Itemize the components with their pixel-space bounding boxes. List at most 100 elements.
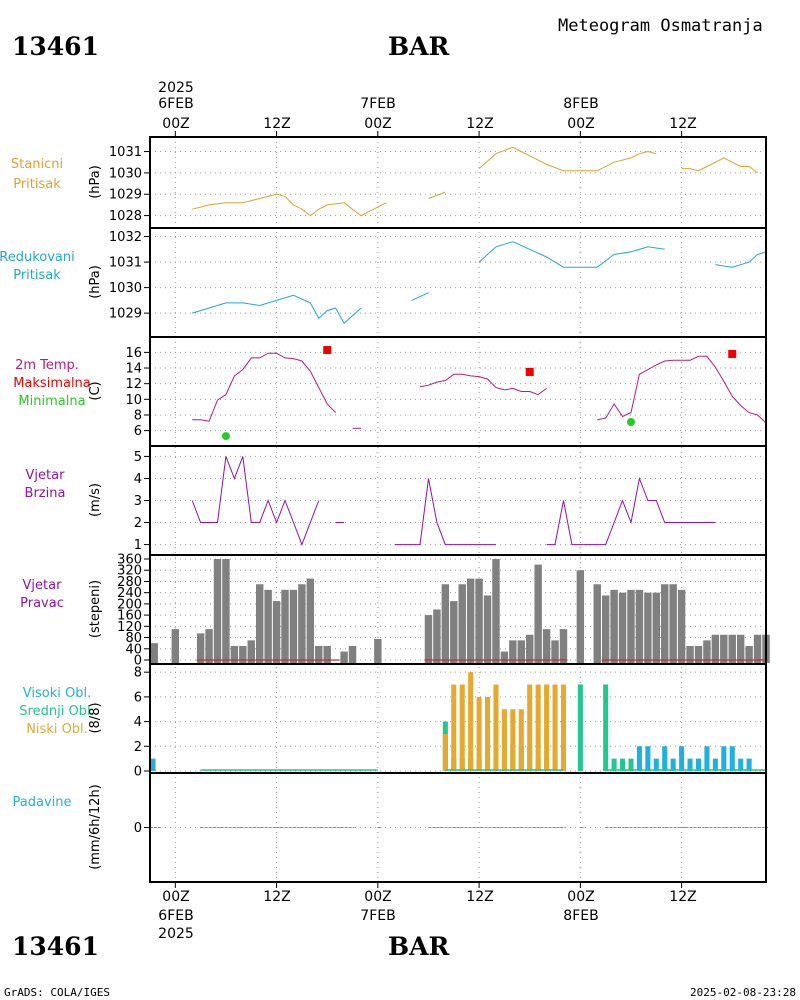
pravac-bar-18 xyxy=(340,651,348,663)
panel-frame-oblaci xyxy=(149,663,767,774)
visoki-obl-bar-6 xyxy=(679,746,685,771)
unit-redukovani: (hPa) xyxy=(88,265,103,299)
visoki-obl-bar-11 xyxy=(721,746,727,771)
brzina-ytick-label-1: 2 xyxy=(134,516,142,531)
niski-obl-bar-8 xyxy=(510,709,516,771)
pravac-bar-20 xyxy=(374,638,382,663)
maks-marker-0 xyxy=(323,346,332,355)
pravac-bar-30 xyxy=(500,651,509,663)
visoki-obl-bar-7 xyxy=(687,758,693,771)
pravac-ytick-label-9: 360 xyxy=(117,553,142,568)
temp-ytick-label-1: 8 xyxy=(134,408,142,423)
credit-text: GrADS: COLA/IGES xyxy=(4,986,110,999)
srednji-obl-bar-18 xyxy=(628,758,634,771)
pravac-bar-21 xyxy=(424,615,433,663)
padavine-ytick-label-0: 0 xyxy=(134,821,142,836)
pravac-bar-17 xyxy=(323,645,331,663)
pravac-ytick-label-2: 80 xyxy=(125,631,142,646)
temp-line-segment-2 xyxy=(419,373,547,396)
visoki-obl-bar-5 xyxy=(670,758,676,771)
visoki-obl-bar-2 xyxy=(645,746,651,771)
pravac-bar-2 xyxy=(196,633,205,663)
plot-area: 1028102910301031102910301031103268101214… xyxy=(109,131,770,888)
niski-obl-bar-2 xyxy=(459,684,465,771)
brzina-ytick-label-2: 3 xyxy=(134,494,142,509)
panel-frame-temp xyxy=(149,336,767,447)
unit-stanicni: (hPa) xyxy=(88,165,103,199)
pravac-bar-15 xyxy=(306,578,315,663)
redukovani-line-segment-0 xyxy=(192,294,362,325)
pravac-bar-4 xyxy=(213,559,222,663)
pravac-bar-40 xyxy=(601,595,610,663)
redukovani-ytick-label-2: 1031 xyxy=(109,256,142,271)
visoki-obl-bar-13 xyxy=(738,758,744,771)
pravac-bar-33 xyxy=(526,634,534,663)
stanicni-line-segment-3 xyxy=(681,157,758,174)
oblaci-ytick-label-2: 4 xyxy=(134,715,142,730)
pravac-bar-58 xyxy=(753,634,762,663)
maks-marker-1 xyxy=(525,367,534,376)
unit-brzina: (m/s) xyxy=(88,483,103,517)
unit-oblaci: (8/8) xyxy=(88,702,103,733)
pravac-bar-23 xyxy=(441,584,450,663)
pravac-bar-26 xyxy=(466,578,475,663)
niski-obl-bar-5 xyxy=(485,696,491,771)
niski-obl-bar-6 xyxy=(493,684,499,771)
visoki-obl-bar-4 xyxy=(662,746,668,771)
panel-frame-stanicni xyxy=(149,136,767,229)
label-brzina-2: Brzina xyxy=(25,486,66,501)
pravac-bar-51 xyxy=(694,645,703,663)
label-padavine: Padavine xyxy=(13,795,72,810)
pravac-bar-46 xyxy=(652,592,661,663)
stanicni-line-segment-2 xyxy=(478,146,657,172)
visoki-obl-bar-0 xyxy=(150,758,156,771)
pravac-bar-5 xyxy=(222,559,230,663)
pravac-bar-43 xyxy=(627,589,635,663)
brzina-line-segment-3 xyxy=(546,476,716,546)
stanicni-ytick-label-1: 1029 xyxy=(109,188,142,203)
tick-label-top-4: 12Z xyxy=(466,116,493,132)
tick-label-bottom-5: 00Z xyxy=(567,889,594,905)
label-pravac-1: Vjetar xyxy=(23,578,63,593)
visoki-obl-bar-1 xyxy=(636,746,642,771)
station-name-top: BAR xyxy=(388,32,450,61)
pravac-ytick-label-1: 40 xyxy=(125,642,142,657)
pravac-bar-45 xyxy=(644,592,652,663)
visoki-obl-bar-12 xyxy=(729,746,735,771)
visoki-obl-bar-3 xyxy=(653,758,659,771)
srednji-obl-bar-15 xyxy=(603,684,609,771)
pravac-bar-9 xyxy=(255,584,264,663)
tick-label-bottom-1: 00Z xyxy=(162,889,189,905)
temp-ytick-label-5: 16 xyxy=(125,346,142,361)
oblaci-ytick-label-0: 0 xyxy=(134,765,142,780)
niski-obl-bar-13 xyxy=(552,684,558,771)
visoki-obl-bar-9 xyxy=(704,746,710,771)
pravac-bar-28 xyxy=(483,595,492,663)
date-label-bottom-3: 8FEB xyxy=(563,908,598,924)
srednji-obl-bar-17 xyxy=(620,758,626,771)
station-name-bottom: BAR xyxy=(388,932,450,961)
pravac-bar-37 xyxy=(559,629,568,663)
label-redukovani-2: Pritisak xyxy=(13,268,61,283)
tick-label-top-6: 12Z xyxy=(669,116,696,132)
oblaci-ytick-label-1: 2 xyxy=(134,740,142,755)
pravac-bar-53 xyxy=(711,634,720,663)
redukovani-line-segment-1 xyxy=(411,292,429,301)
pravac-bar-35 xyxy=(542,629,551,663)
niski-obl-bar-1 xyxy=(451,684,457,771)
brzina-ytick-label-3: 4 xyxy=(134,472,142,487)
pravac-ytick-label-6: 240 xyxy=(117,586,142,601)
pravac-bar-27 xyxy=(475,578,483,663)
pravac-bar-14 xyxy=(298,584,306,663)
redukovani-line-segment-3 xyxy=(715,251,767,268)
stanicni-ytick-label-2: 1030 xyxy=(109,166,142,181)
pravac-ytick-label-7: 280 xyxy=(117,575,142,590)
date-label-bottom-2: 7FEB xyxy=(360,908,395,924)
niski-obl-bar-12 xyxy=(544,684,550,771)
niski-obl-bar-11 xyxy=(535,684,541,771)
brzina-line-segment-2 xyxy=(394,478,496,546)
date-label-top-2: 7FEB xyxy=(360,96,395,112)
pravac-bar-47 xyxy=(661,584,669,663)
tick-label-bottom-3: 00Z xyxy=(364,889,391,905)
